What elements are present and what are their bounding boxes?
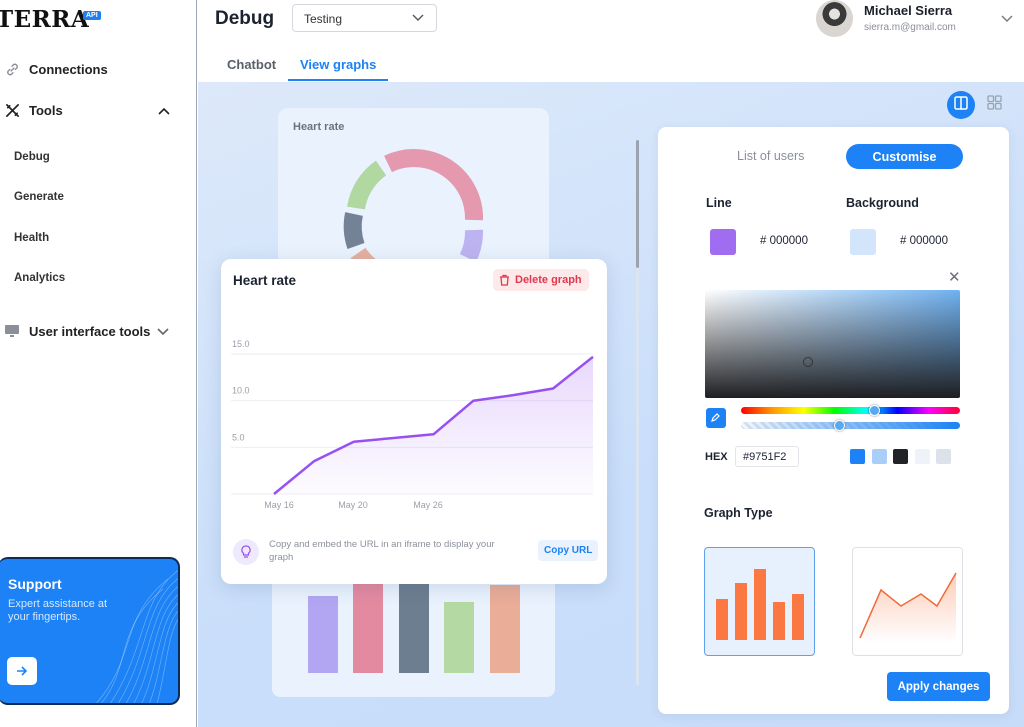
sidebar: TERRA API Connections Tools Debug Genera… bbox=[0, 0, 197, 727]
chevron-up-icon bbox=[158, 103, 170, 118]
background-graph-title: Heart rate bbox=[293, 121, 345, 133]
x-tick-label: May 16 bbox=[264, 500, 294, 510]
support-button[interactable] bbox=[7, 657, 37, 685]
graph-card: Heart rate Delete graph 5.0 10.0 15.0 May 1… bbox=[221, 259, 607, 584]
user-email: sierra.m@gmail.com bbox=[864, 22, 956, 33]
background-color-swatch[interactable] bbox=[850, 229, 876, 255]
background-hex: # 000000 bbox=[900, 235, 948, 247]
grid-view-button[interactable] bbox=[980, 91, 1008, 119]
close-icon[interactable]: ✕ bbox=[948, 269, 961, 286]
active-tab-indicator bbox=[288, 79, 388, 81]
bar-chart-preview bbox=[308, 584, 520, 673]
scrollbar-thumb[interactable] bbox=[636, 140, 639, 268]
sidebar-item-label: User interface tools bbox=[29, 323, 151, 339]
preset-color[interactable] bbox=[872, 449, 887, 464]
tools-icon bbox=[4, 102, 20, 118]
preset-color[interactable] bbox=[850, 449, 865, 464]
picker-handle[interactable] bbox=[803, 357, 813, 367]
sidebar-item-label: Tools bbox=[29, 102, 63, 118]
grid-icon bbox=[986, 95, 1002, 115]
sidebar-item-label: Connections bbox=[29, 61, 108, 77]
line-label: Line bbox=[706, 196, 732, 210]
page-title: Debug bbox=[215, 8, 275, 29]
color-picker-area[interactable] bbox=[705, 290, 960, 398]
hex-input[interactable]: #9751F2 bbox=[735, 446, 799, 467]
columns-icon bbox=[954, 95, 968, 115]
graph-type-line[interactable] bbox=[852, 547, 963, 656]
eyedropper-button[interactable] bbox=[706, 408, 726, 428]
alpha-slider[interactable] bbox=[741, 422, 960, 429]
single-view-button[interactable] bbox=[947, 91, 975, 119]
monitor-icon bbox=[4, 323, 20, 339]
sidebar-item-debug[interactable]: Debug bbox=[14, 151, 50, 163]
y-tick-label: 5.0 bbox=[232, 432, 245, 442]
x-tick-label: May 20 bbox=[338, 500, 368, 510]
background-graph-card[interactable]: Heart rate bbox=[278, 108, 549, 268]
tab-customise[interactable]: Customise bbox=[846, 144, 963, 169]
chevron-down-icon[interactable] bbox=[1001, 10, 1013, 28]
apply-changes-button[interactable]: Apply changes bbox=[887, 672, 990, 701]
avatar[interactable] bbox=[816, 0, 853, 37]
tab-list-of-users[interactable]: List of users bbox=[737, 149, 805, 163]
link-icon bbox=[4, 61, 20, 77]
tab-view-graphs[interactable]: View graphs bbox=[300, 57, 377, 72]
customise-panel: List of users Customise Line Background … bbox=[658, 127, 1009, 714]
bar-chart-icon bbox=[716, 569, 804, 640]
arrow-right-icon bbox=[16, 663, 28, 679]
series-line bbox=[273, 355, 594, 495]
sidebar-item-user-interface-tools[interactable]: User interface tools bbox=[4, 323, 169, 339]
sidebar-item-analytics[interactable]: Analytics bbox=[14, 272, 66, 284]
sidebar-item-connections[interactable]: Connections bbox=[4, 61, 108, 77]
support-description: Expert assistance at your fingertips. bbox=[8, 598, 108, 623]
line-hex: # 000000 bbox=[760, 235, 808, 247]
hue-slider[interactable] bbox=[741, 407, 960, 414]
hex-label: HEX bbox=[705, 451, 728, 463]
hue-slider-handle[interactable] bbox=[869, 405, 880, 416]
layout-toggle bbox=[945, 91, 1009, 119]
preset-color[interactable] bbox=[915, 449, 930, 464]
sidebar-item-generate[interactable]: Generate bbox=[14, 191, 64, 203]
support-card: Support Expert assistance at your finger… bbox=[0, 557, 180, 705]
y-tick-label: 10.0 bbox=[232, 386, 250, 396]
delete-graph-label: Delete graph bbox=[515, 274, 582, 286]
sidebar-item-tools[interactable]: Tools bbox=[4, 102, 174, 118]
logo: TERRA bbox=[0, 6, 90, 33]
area-fill bbox=[274, 356, 593, 494]
graph-type-label: Graph Type bbox=[704, 506, 773, 520]
scrollbar[interactable] bbox=[636, 140, 639, 685]
background-label: Background bbox=[846, 196, 919, 210]
embed-instructions: Copy and embed the URL in an iframe to d… bbox=[269, 539, 495, 563]
wave-pattern bbox=[95, 570, 178, 703]
y-tick-label: 15.0 bbox=[232, 339, 250, 349]
lightbulb-icon bbox=[233, 539, 259, 565]
donut-chart bbox=[343, 149, 484, 268]
x-tick-label: May 26 bbox=[413, 500, 443, 510]
alpha-slider-handle[interactable] bbox=[834, 420, 845, 431]
chevron-down-icon bbox=[157, 324, 169, 339]
heart-rate-line-chart: 5.0 10.0 15.0 May 16 May 20 May 26 bbox=[231, 339, 594, 510]
user-name: Michael Sierra bbox=[864, 3, 953, 18]
logo-badge: API bbox=[83, 11, 101, 20]
graph-title: Heart rate bbox=[233, 273, 297, 288]
copy-url-button[interactable]: Copy URL bbox=[538, 540, 599, 561]
delete-graph-button[interactable]: Delete graph bbox=[493, 269, 589, 291]
eyedropper-icon bbox=[711, 409, 721, 427]
background-bar-card[interactable] bbox=[272, 572, 555, 697]
line-chart-icon bbox=[859, 572, 957, 643]
preset-color[interactable] bbox=[893, 449, 908, 464]
line-color-swatch[interactable] bbox=[710, 229, 736, 255]
trash-icon bbox=[499, 274, 510, 286]
preset-color[interactable] bbox=[936, 449, 951, 464]
support-title: Support bbox=[8, 576, 62, 592]
environment-select[interactable]: Testing bbox=[292, 4, 437, 32]
chevron-down-icon bbox=[412, 11, 424, 25]
environment-select-value: Testing bbox=[304, 12, 343, 26]
graph-type-bar[interactable] bbox=[704, 547, 815, 656]
tab-chatbot[interactable]: Chatbot bbox=[227, 57, 277, 72]
sidebar-item-health[interactable]: Health bbox=[14, 232, 50, 244]
